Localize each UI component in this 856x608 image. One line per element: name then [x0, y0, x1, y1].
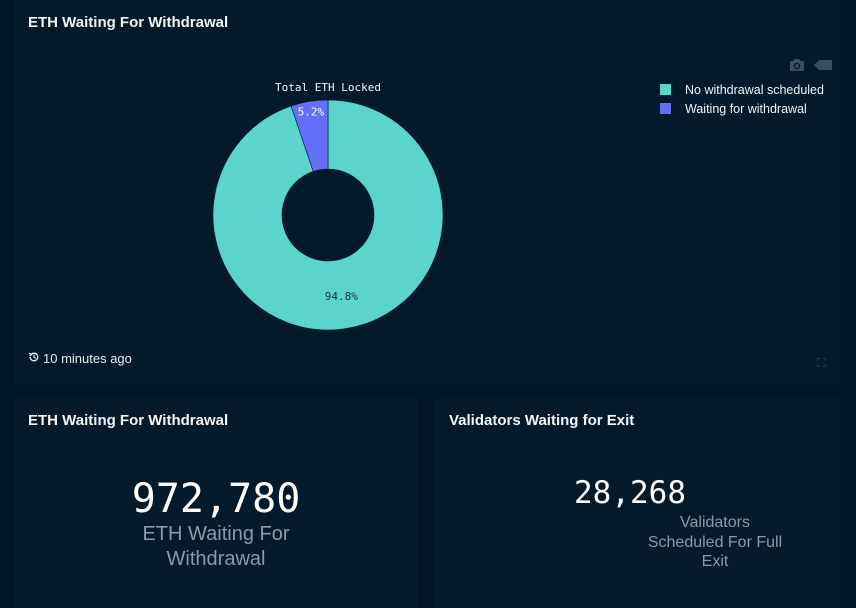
slice-label: 94.8%: [325, 290, 358, 303]
label-line: Validators: [680, 514, 750, 531]
eth-waiting-label: ETH Waiting For Withdrawal: [116, 522, 316, 572]
panel-title: Validators Waiting for Exit: [449, 412, 635, 429]
validators-waiting-value: 28,268: [574, 475, 686, 511]
legend-swatch: [660, 84, 671, 95]
slice-label: 5.2%: [298, 105, 325, 118]
label-line: Withdrawal: [166, 548, 266, 570]
eth-waiting-value: 972,780: [131, 476, 301, 522]
label-line: ETH Waiting For: [142, 523, 290, 545]
legend-item-waiting[interactable]: Waiting for withdrawal: [660, 99, 824, 118]
panel-title: ETH Waiting For Withdrawal: [28, 412, 229, 429]
autoscale-icon[interactable]: [814, 60, 832, 70]
chart-title: Total ETH Locked: [275, 81, 381, 94]
validators-waiting-panel: Validators Waiting for Exit 28,268 Valid…: [434, 398, 840, 608]
chart-modebar: [788, 58, 834, 74]
legend-label: Waiting for withdrawal: [685, 101, 807, 116]
donut-slice-no-withdrawal[interactable]: [212, 99, 444, 331]
validators-waiting-label: Validators Scheduled For Full Exit: [635, 513, 795, 572]
camera-icon[interactable]: [788, 58, 806, 72]
panel-title: ETH Waiting For Withdrawal: [28, 14, 229, 31]
legend-swatch: [660, 103, 671, 114]
label-line: Scheduled For Full: [647, 533, 783, 551]
donut-chart: Total ETH Locked 94.8% 5.2%: [212, 81, 444, 331]
label-line: Exit: [701, 553, 729, 570]
legend-item-no-withdrawal[interactable]: No withdrawal scheduled: [660, 80, 824, 99]
timestamp-text: 10 minutes ago: [43, 351, 132, 366]
expand-icon[interactable]: [816, 354, 827, 372]
donut-slice-waiting[interactable]: [290, 99, 329, 172]
legend-label: No withdrawal scheduled: [685, 82, 824, 97]
chart-legend: No withdrawal scheduled Waiting for with…: [660, 80, 824, 118]
withdrawal-chart-panel: ETH Waiting For Withdrawal Total ETH Loc…: [14, 0, 840, 384]
last-updated: 10 minutes ago: [28, 351, 132, 366]
history-icon: [28, 351, 43, 366]
eth-waiting-panel: ETH Waiting For Withdrawal 972,780 ETH W…: [14, 398, 418, 608]
